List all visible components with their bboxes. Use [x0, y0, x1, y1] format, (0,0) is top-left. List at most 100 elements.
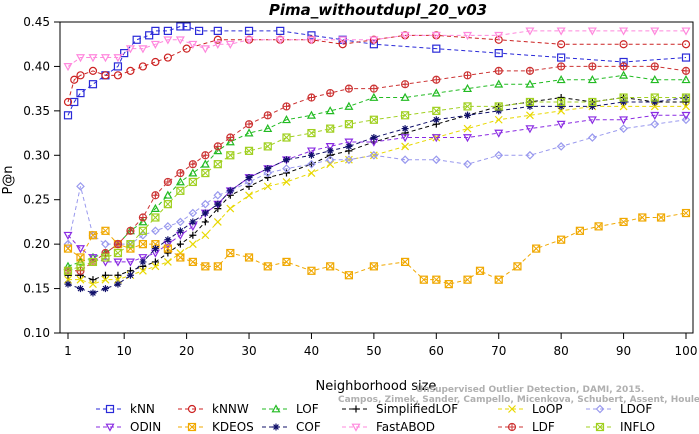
data-point [226, 187, 234, 195]
data-point [345, 142, 353, 150]
data-point [226, 204, 235, 213]
data-point [194, 26, 204, 35]
data-point [650, 62, 659, 71]
data-point [525, 150, 535, 160]
data-point [400, 155, 410, 165]
data-point [264, 174, 272, 181]
series-line [68, 97, 686, 281]
data-point [182, 22, 191, 31]
data-point [400, 134, 410, 143]
data-point [681, 27, 691, 36]
data-point [163, 177, 172, 187]
data-point [306, 36, 316, 45]
data-point [338, 36, 348, 45]
y-tick-label: 0.20 [23, 237, 50, 251]
x-tick-label: 20 [179, 344, 194, 358]
data-point [187, 404, 197, 414]
data-point [307, 151, 315, 159]
data-point [619, 93, 628, 102]
data-point [650, 93, 659, 102]
data-point [88, 80, 98, 89]
data-point [400, 92, 410, 101]
data-point [213, 26, 222, 35]
data-point [325, 143, 335, 152]
data-point [494, 31, 504, 41]
y-tick-label: 0.15 [23, 282, 50, 296]
data-point [151, 226, 160, 236]
data-point [151, 191, 160, 200]
legend-item-knn: kNN [96, 402, 155, 416]
data-point [151, 213, 160, 222]
data-point [163, 257, 172, 266]
y-axis: 0.10 0.15 0.20 0.25 0.30 0.35 0.40 0.45 [23, 15, 60, 340]
data-point [306, 110, 316, 119]
data-point [681, 208, 691, 218]
data-point [213, 262, 222, 271]
y-tick-label: 0.10 [23, 326, 50, 340]
legend-label: INFLO [620, 420, 655, 434]
data-point [401, 125, 409, 133]
legend-label: LOF [296, 402, 319, 416]
legend-label: kNN [130, 402, 155, 416]
data-point [281, 115, 292, 124]
data-point [431, 88, 441, 97]
data-point [113, 62, 123, 71]
data-point [557, 40, 566, 49]
data-point [587, 75, 597, 84]
data-point [105, 404, 115, 414]
legend-label: ODIN [130, 420, 161, 434]
data-point [244, 120, 254, 129]
legend-item-inflo: INFLO [586, 420, 655, 434]
data-point [201, 168, 210, 178]
x-tick-label: 1 [64, 344, 72, 358]
data-point [400, 80, 410, 89]
legend-label: KDEOS [212, 420, 254, 434]
data-point [113, 258, 123, 267]
data-point [263, 168, 273, 178]
data-point [307, 93, 316, 102]
data-point [114, 280, 122, 288]
data-point [494, 129, 504, 138]
data-point [163, 53, 172, 62]
data-point [163, 36, 173, 45]
data-point [226, 151, 235, 160]
data-point [494, 79, 504, 88]
data-point [100, 258, 110, 267]
data-point [213, 218, 222, 226]
data-point [226, 133, 235, 142]
data-point [351, 423, 361, 432]
legend-item-loop: LoOP [498, 402, 563, 416]
data-point [557, 235, 566, 244]
data-point [369, 115, 378, 124]
data-point [401, 142, 410, 151]
data-point [89, 289, 97, 297]
legend-label: LoOP [532, 402, 563, 416]
data-point [213, 160, 222, 169]
data-point [419, 275, 428, 284]
data-point [306, 147, 316, 156]
data-point [650, 75, 660, 84]
data-point [619, 116, 629, 125]
data-point [63, 244, 73, 253]
data-point [63, 111, 73, 120]
data-point [681, 40, 691, 49]
data-point [114, 271, 122, 279]
series-kdeos [63, 208, 691, 289]
data-point [352, 405, 360, 413]
legend-item-odin: ODIN [96, 420, 161, 434]
data-point [369, 262, 378, 271]
data-point [213, 35, 222, 44]
data-point [432, 275, 441, 284]
data-point [432, 106, 441, 115]
legend-label: SimplifiedLOF [376, 402, 458, 416]
data-point [138, 254, 148, 263]
data-point [619, 217, 628, 227]
data-point [76, 253, 85, 262]
data-point [126, 271, 134, 279]
data-point [213, 142, 222, 151]
data-point [463, 159, 472, 169]
series-ldof [63, 115, 691, 249]
data-point [101, 275, 110, 284]
data-point [494, 115, 503, 124]
data-point [595, 422, 605, 432]
